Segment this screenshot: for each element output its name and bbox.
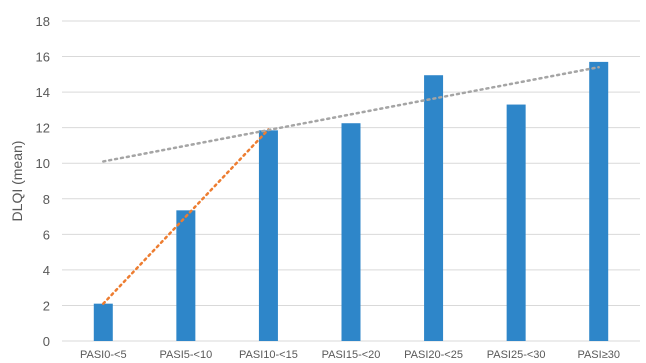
y-axis-title: DLQI (mean) (9, 141, 25, 222)
x-tick-label: PASI10-<15 (239, 349, 298, 361)
y-tick-label: 4 (43, 263, 50, 278)
y-tick-label: 6 (43, 227, 50, 242)
y-tick-label: 2 (43, 298, 50, 313)
x-axis-ticks: PASI0-<5 PASI5-<10 PASI10-<15 PASI15-<20 PAS… (80, 349, 620, 361)
bar (424, 75, 444, 341)
y-tick-label: 16 (36, 50, 50, 65)
bar (176, 210, 196, 341)
x-tick-label: PASI15-<20 (322, 349, 381, 361)
x-tick-label: PASI0-<5 (80, 349, 127, 361)
x-tick-label: PASI5-<10 (160, 349, 213, 361)
y-tick-label: 10 (36, 156, 50, 171)
y-tick-label: 12 (36, 121, 50, 136)
trendline (102, 128, 270, 305)
y-axis-ticks: 0 2 4 6 8 10 12 14 16 18 (36, 14, 50, 349)
x-tick-label: PASI25-<30 (487, 349, 546, 361)
y-tick-label: 18 (36, 14, 50, 29)
trendline (102, 65, 600, 163)
x-tick-label: PASI≥30 (577, 349, 620, 361)
bar (258, 130, 278, 341)
bar (341, 123, 361, 341)
y-tick-label: 8 (43, 192, 50, 207)
x-tick-label: PASI20-<25 (404, 349, 463, 361)
y-tick-label: 0 (43, 334, 50, 349)
bar (506, 104, 526, 341)
bar (589, 61, 609, 342)
trendlines (102, 65, 600, 305)
y-tick-label: 14 (36, 85, 50, 100)
bar (93, 303, 113, 341)
bars (93, 61, 609, 342)
